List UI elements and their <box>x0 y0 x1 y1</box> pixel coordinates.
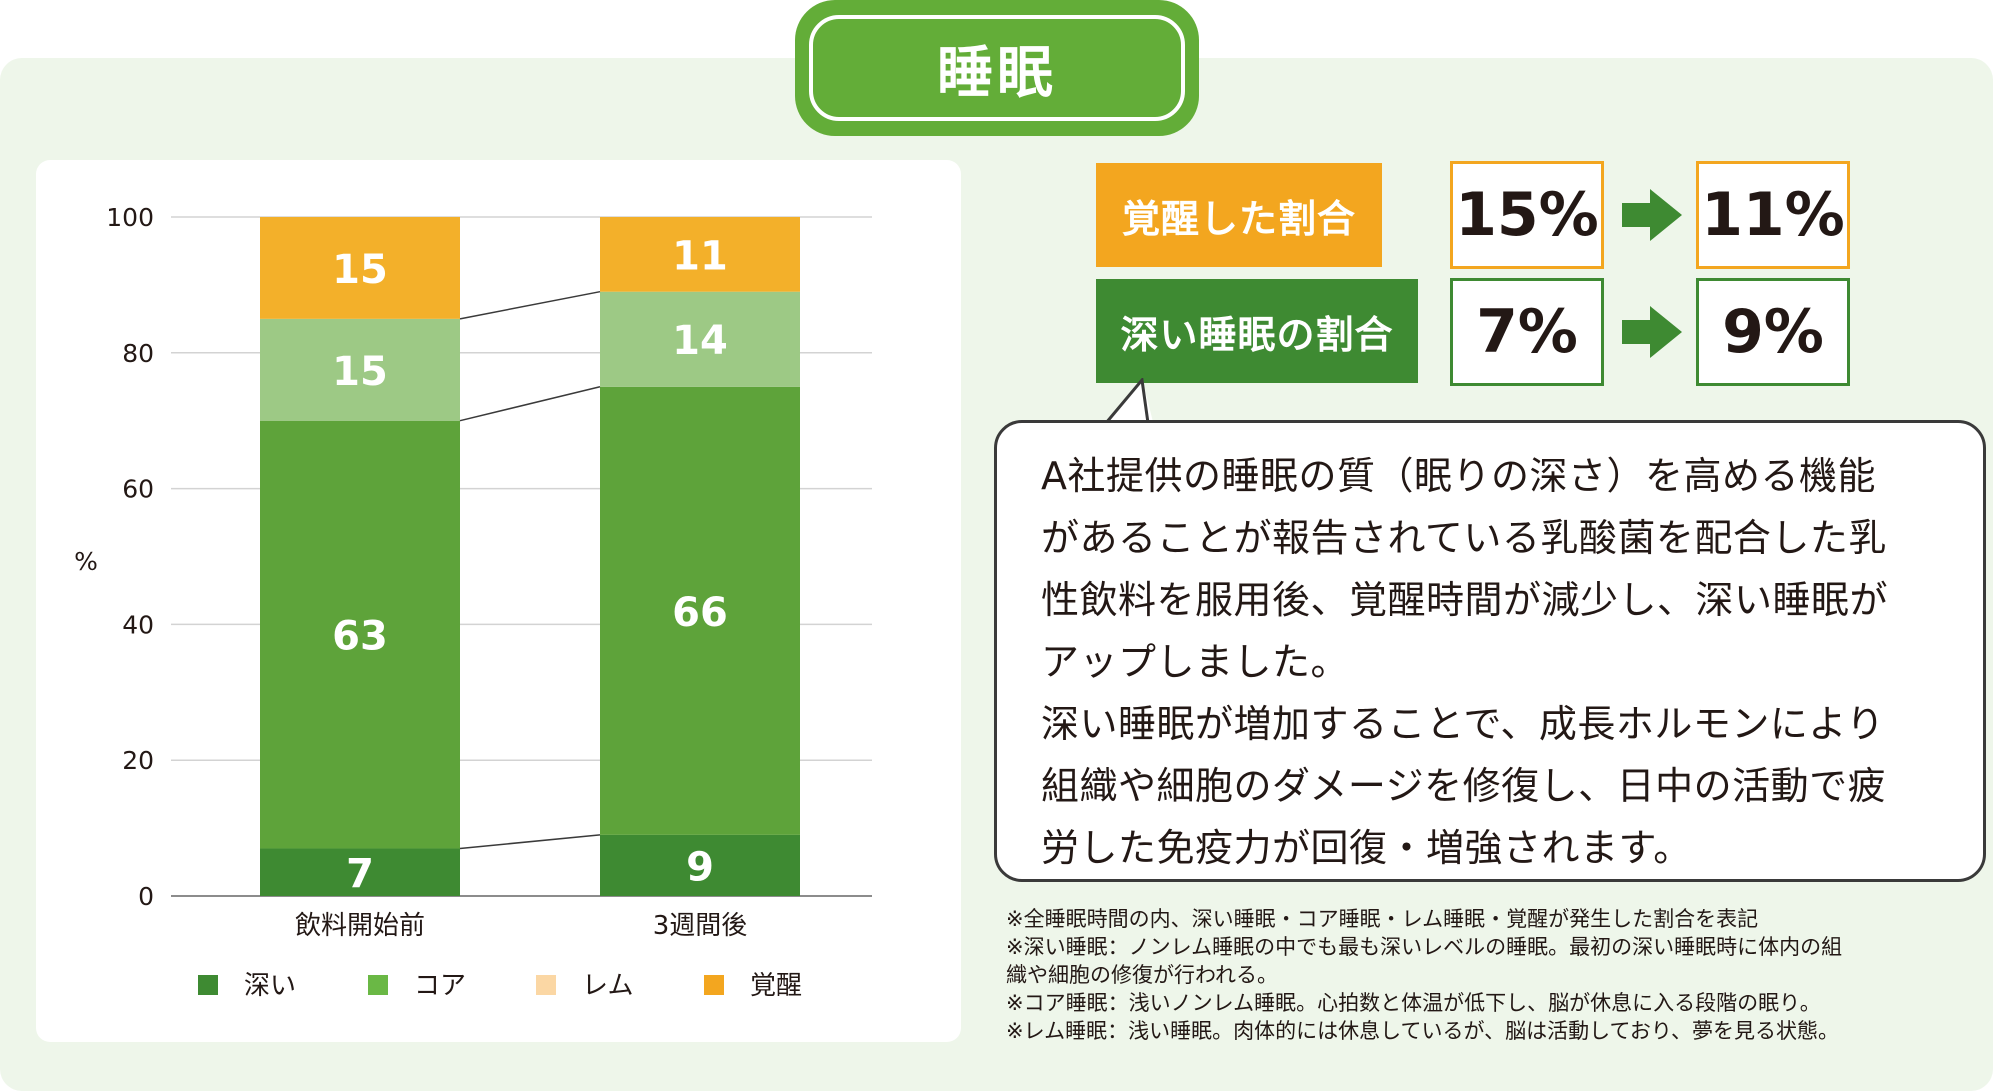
legend-swatch <box>368 975 388 995</box>
legend-swatch <box>198 975 218 995</box>
bar-segment <box>260 318 460 421</box>
bubble-line: A社提供の睡眠の質（眠りの深さ）を高める機能 <box>1041 454 1876 498</box>
data-label: 11 <box>672 233 728 279</box>
metric-label-awake: 覚醒した割合 <box>1096 163 1382 267</box>
footnote-line: 織や細胞の修復が行われる。 <box>1006 963 1278 987</box>
legend-label: 覚醒 <box>750 971 802 1001</box>
footnotes: ※全睡眠時間の内、深い睡眠・コア睡眠・レム睡眠・覚醒が発生した割合を表記 ※深い… <box>1006 905 1986 1045</box>
footnote-line: ※コア睡眠：浅いノンレム睡眠。心拍数と体温が低下し、脳が休息に入る段階の眠り。 <box>1006 991 1821 1015</box>
connector-line <box>459 290 601 320</box>
bubble-line: 組織や細胞のダメージを修復し、日中の活動で疲 <box>1041 764 1887 808</box>
y-tick-label: 100 <box>106 203 154 232</box>
bubble-tail <box>1104 378 1154 426</box>
x-tick-label: 3週間後 <box>653 911 748 941</box>
y-tick-label: 40 <box>122 610 154 639</box>
bubble-line: 労した免疫力が回復・増強されます。 <box>1041 826 1692 870</box>
arrow-right-icon <box>1622 189 1682 241</box>
y-axis-label: % <box>74 547 98 576</box>
legend-swatch <box>536 975 556 995</box>
bar-segment <box>260 848 460 896</box>
y-tick-label: 20 <box>122 746 154 775</box>
arrow-right-icon <box>1622 306 1682 358</box>
connector-line <box>459 834 601 850</box>
bubble-line: アップしました。 <box>1041 640 1350 684</box>
bar-segment <box>600 291 800 387</box>
bar-segment <box>260 420 460 849</box>
legend-label: レム <box>582 971 633 1001</box>
footnote-line: ※全睡眠時間の内、深い睡眠・コア睡眠・レム睡眠・覚醒が発生した割合を表記 <box>1006 907 1759 931</box>
legend-label: コア <box>414 971 466 1001</box>
data-label: 66 <box>672 590 728 636</box>
metric-label-deep-sleep: 深い睡眠の割合 <box>1096 279 1418 383</box>
footnote-line: ※レム睡眠：浅い睡眠。肉体的には休息しているが、脳は活動しており、夢を見る状態。 <box>1006 1019 1840 1043</box>
legend-swatch <box>704 975 724 995</box>
metric-awake-before: 15% <box>1450 161 1604 269</box>
bubble-line: 深い睡眠が増加することで、成長ホルモンにより <box>1041 702 1885 746</box>
data-label: 9 <box>686 844 714 890</box>
bubble-line: があることが報告されている乳酸菌を配合した乳 <box>1041 516 1887 560</box>
metric-deep-after: 9% <box>1696 278 1850 386</box>
chart-card: 0 20 40 60 80 100% 7 63 15 15 飲料開始前 9 66 14 11 3週間後深い コア… <box>36 160 961 1042</box>
bar-segment <box>600 834 800 896</box>
title-badge: 睡眠 <box>795 0 1199 136</box>
y-tick-label: 60 <box>122 475 154 504</box>
metric-awake-after: 11% <box>1696 161 1850 269</box>
data-label: 7 <box>346 851 374 897</box>
legend-label: 深い <box>244 971 296 1001</box>
data-label: 15 <box>332 247 388 293</box>
x-tick-label: 飲料開始前 <box>295 911 425 941</box>
data-label: 15 <box>332 349 388 395</box>
bar-segment <box>600 217 800 292</box>
connector-line <box>459 386 601 422</box>
bar-segment <box>260 217 460 319</box>
metric-deep-before: 7% <box>1450 278 1604 386</box>
data-label: 14 <box>672 318 728 364</box>
y-tick-label: 0 <box>138 882 154 911</box>
page-title: 睡眠 <box>809 15 1185 121</box>
data-label: 63 <box>332 614 388 660</box>
bubble-line: 性飲料を服用後、覚醒時間が減少し、深い睡眠が <box>1041 578 1889 622</box>
bar-segment <box>600 386 800 835</box>
description-bubble: A社提供の睡眠の質（眠りの深さ）を高める機能 があることが報告されている乳酸菌を… <box>994 420 1986 882</box>
y-tick-label: 80 <box>122 339 154 368</box>
footnote-line: ※深い睡眠：ノンレム睡眠の中でも最も深いレベルの睡眠。最初の深い睡眠時に体内の組 <box>1006 935 1843 959</box>
